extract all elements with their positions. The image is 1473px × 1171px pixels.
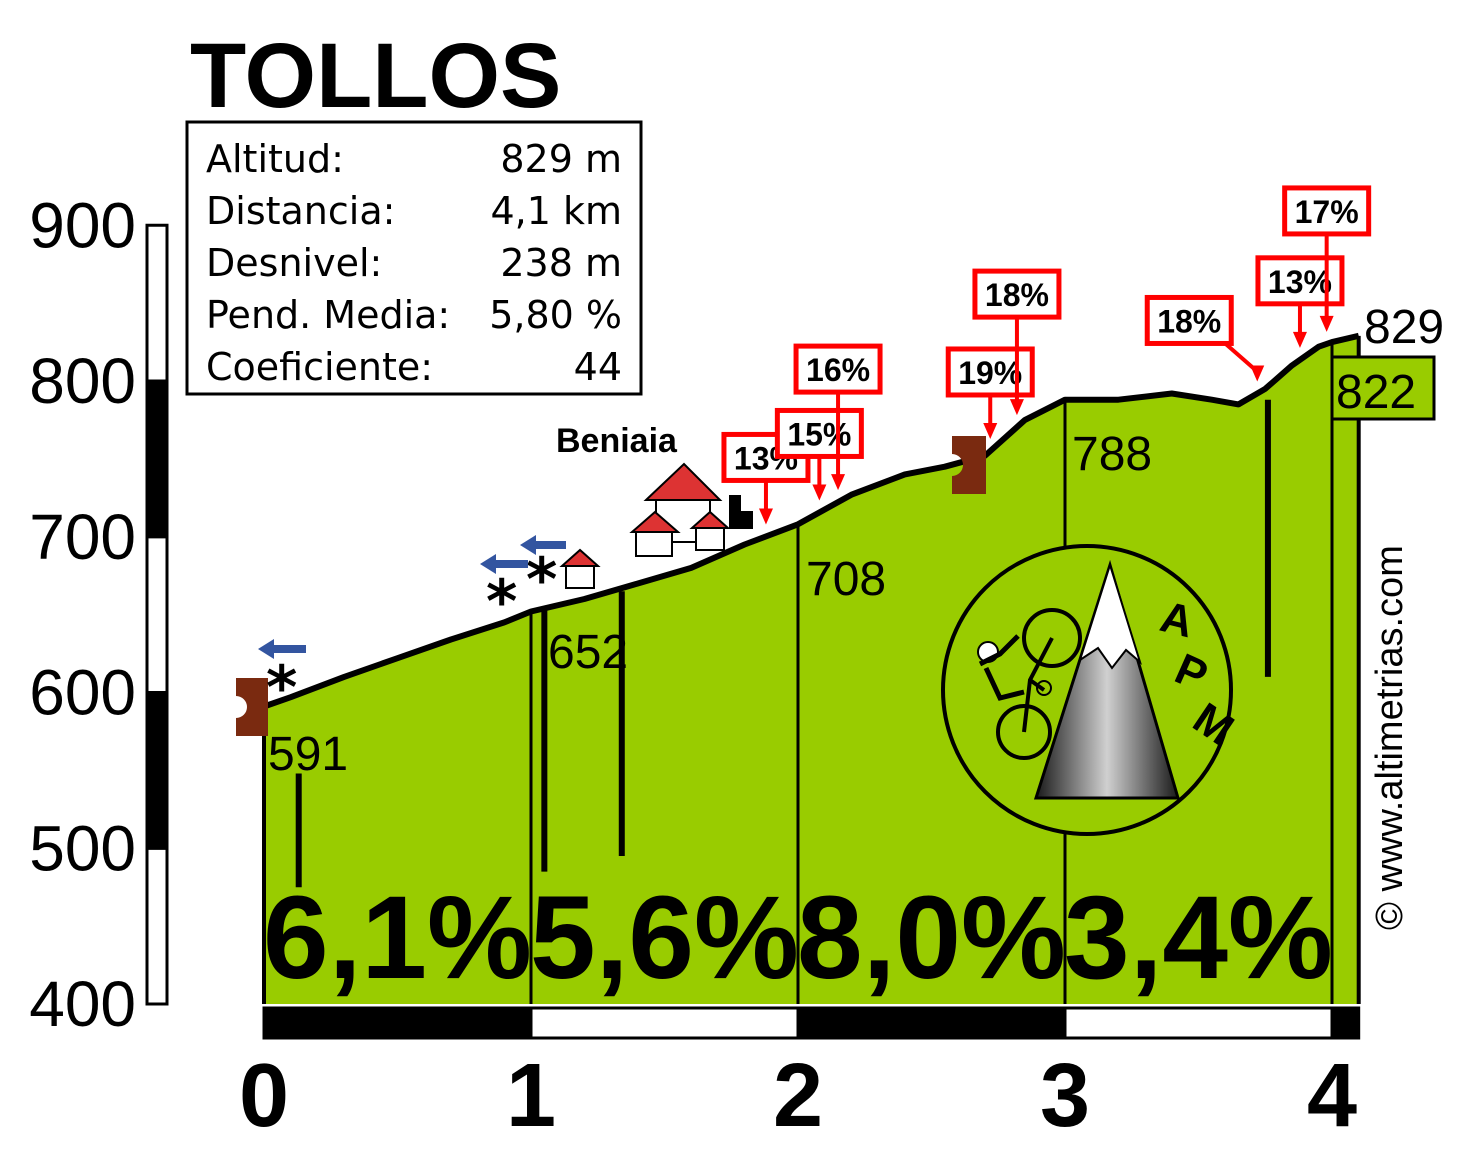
segment-start-altitude: 652 bbox=[548, 626, 628, 679]
arrow-head-icon bbox=[1009, 399, 1024, 416]
y-tick-label: 600 bbox=[29, 657, 136, 729]
arrow-head-icon bbox=[831, 474, 846, 491]
stats-list: Altitud: 829 m Distancia: 4,1 km Desnivel: 23… bbox=[206, 137, 622, 389]
arrow-left-icon bbox=[480, 554, 528, 574]
distance-scale-segment bbox=[1063, 1006, 1334, 1040]
distance-scale-bar bbox=[262, 1006, 1361, 1040]
stats-box bbox=[185, 120, 643, 396]
y-tick-label: 700 bbox=[29, 501, 136, 573]
segment-start-altitude: 708 bbox=[806, 553, 886, 606]
credit-text: © www.altimetrias.com bbox=[1369, 545, 1411, 930]
x-tick-label: 2 bbox=[773, 1046, 823, 1146]
x-tick-label: 4 bbox=[1307, 1046, 1357, 1146]
stat-label: Pend. Media: bbox=[206, 293, 450, 337]
distance-scale-segment bbox=[796, 1006, 1067, 1040]
arrow-head-icon bbox=[983, 422, 998, 439]
segment-start-altitude: 822 bbox=[1336, 366, 1416, 419]
y-tick-label: 500 bbox=[29, 812, 136, 884]
max-grade-label: 19% bbox=[958, 355, 1022, 391]
arrow-head-icon bbox=[1319, 315, 1334, 332]
max-grade-box bbox=[1282, 185, 1372, 237]
scale-segment bbox=[145, 535, 169, 694]
x-tick-label: 1 bbox=[506, 1046, 556, 1146]
segment-grade: 5,6% bbox=[530, 872, 799, 1004]
stat-value: 44 bbox=[574, 345, 622, 389]
village-icon bbox=[629, 462, 753, 557]
apm-logo: APM bbox=[941, 544, 1242, 836]
max-grade-label: 16% bbox=[806, 352, 870, 388]
distance-scale-segment bbox=[262, 1006, 533, 1040]
place-label: Beniaia bbox=[556, 422, 678, 460]
arrow-head-icon bbox=[1250, 365, 1265, 382]
stat-value: 238 m bbox=[500, 241, 622, 285]
profile-line bbox=[263, 332, 1360, 710]
y-tick-label: 900 bbox=[29, 189, 136, 261]
max-grade-label: 17% bbox=[1295, 194, 1359, 230]
stat-label: Altitud: bbox=[206, 137, 344, 181]
profile-fill bbox=[264, 335, 1359, 1004]
stat-value: 4,1 km bbox=[490, 189, 622, 233]
stat-value: 5,80 % bbox=[489, 293, 622, 337]
max-grade-label: 13% bbox=[1268, 264, 1332, 300]
chart-title: TOLLOS bbox=[190, 25, 561, 127]
scale-segment bbox=[145, 691, 169, 850]
asterisk-icon: * bbox=[526, 545, 557, 615]
distance-scale-segment bbox=[1330, 1006, 1361, 1040]
arrow-left-icon bbox=[520, 535, 566, 555]
scale-segment bbox=[145, 223, 169, 383]
segment-start-altitude: 788 bbox=[1072, 428, 1152, 481]
altitude-tick-labels: 400 500 600 700 800 900 bbox=[29, 189, 136, 1040]
y-tick-label: 400 bbox=[29, 968, 136, 1040]
stat-label: Distancia: bbox=[206, 189, 395, 233]
segment-grade: 6,1% bbox=[263, 872, 532, 1004]
house-icon bbox=[559, 548, 601, 589]
max-grade-label: 15% bbox=[787, 416, 851, 452]
max-grade-box bbox=[1144, 294, 1234, 346]
asterisk-icon: * bbox=[486, 567, 517, 637]
scale-segment bbox=[145, 846, 169, 1006]
arrow-left-icon bbox=[258, 639, 306, 659]
direction-arrows bbox=[258, 535, 566, 659]
stat-label: Coeficiente: bbox=[206, 345, 433, 389]
x-tick-label: 3 bbox=[1040, 1046, 1090, 1146]
x-tick-label: 0 bbox=[239, 1046, 289, 1146]
scale-segment bbox=[145, 379, 169, 539]
pass-marker bbox=[952, 436, 986, 494]
y-tick-label: 800 bbox=[29, 345, 136, 417]
distance-tick-labels: 0 1 2 3 4 bbox=[239, 1046, 1357, 1146]
stat-label: Desnivel: bbox=[206, 241, 382, 285]
segment-grade: 8,0% bbox=[797, 872, 1066, 1004]
junction-markers: * * * bbox=[266, 545, 557, 723]
distance-scale-segment bbox=[529, 1006, 800, 1040]
altitude-scale-bar bbox=[145, 223, 169, 1006]
summit-altitude: 829 bbox=[1364, 301, 1444, 354]
arrow-head-icon bbox=[758, 508, 773, 525]
stat-value: 829 m bbox=[500, 137, 622, 181]
altitude-label-box bbox=[1330, 355, 1436, 421]
arrow-head-icon bbox=[812, 484, 827, 501]
max-grade-label: 18% bbox=[985, 277, 1049, 313]
grade-annotations: 13%15%16% 19%18%18%13%17% bbox=[721, 185, 1372, 525]
arrow-head-icon bbox=[1292, 331, 1307, 348]
segment-grade: 3,4% bbox=[1064, 872, 1333, 1004]
segment-start-altitude: 591 bbox=[268, 728, 348, 781]
max-grade-label: 18% bbox=[1157, 303, 1221, 339]
start-pass-marker bbox=[236, 678, 268, 736]
profile-area: 6,1%5,6%8,0%3,4% 591 652 708 788 822 829 bbox=[262, 301, 1444, 1004]
asterisk-icon: * bbox=[266, 653, 297, 723]
